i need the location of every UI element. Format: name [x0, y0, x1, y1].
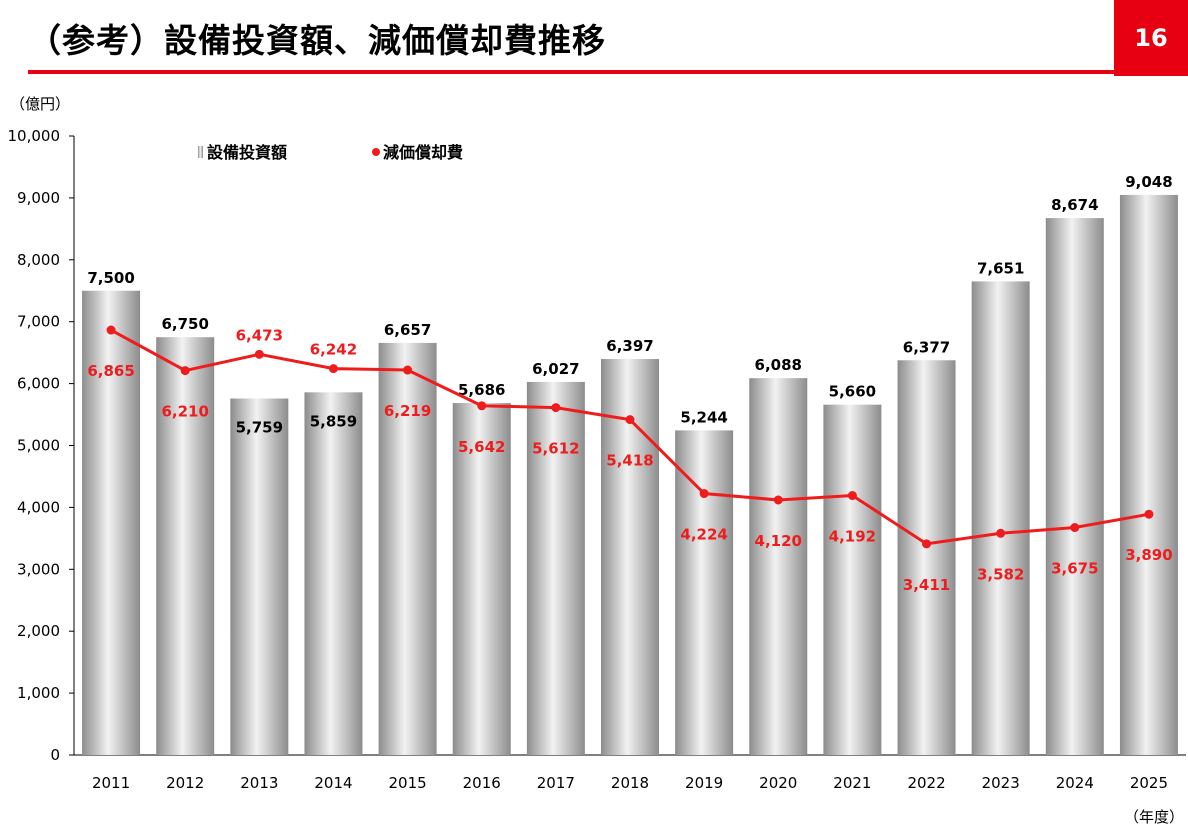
bar — [749, 378, 808, 755]
line-data-label: 3,411 — [903, 576, 950, 594]
x-tick-label: 2017 — [537, 774, 575, 792]
bar — [1119, 194, 1178, 755]
line-data-label: 6,865 — [87, 362, 134, 380]
line-data-label: 6,473 — [236, 326, 283, 344]
x-tick-label: 2011 — [92, 774, 130, 792]
x-tick-label: 2022 — [907, 774, 945, 792]
line-series: 6,865 6,210 6,473 6,242 6,219 5,642 5,612 5,418… — [87, 325, 1173, 594]
bar-data-label: 6,027 — [532, 360, 579, 378]
line-point — [180, 366, 190, 376]
x-tick-label: 2020 — [759, 774, 797, 792]
line-point — [106, 325, 116, 335]
x-tick-label: 2023 — [982, 774, 1020, 792]
bar-data-label: 7,651 — [977, 259, 1024, 277]
legend: 設備投資額 減価償却費 — [198, 143, 463, 162]
line-point — [403, 365, 413, 375]
bar — [971, 281, 1030, 755]
bar — [452, 403, 511, 755]
line-point — [254, 349, 264, 359]
bar — [378, 342, 437, 755]
bar — [526, 381, 585, 755]
bar — [897, 360, 956, 755]
line-data-label: 6,210 — [161, 403, 208, 421]
x-tick-label: 2021 — [833, 774, 871, 792]
line-data-label: 5,612 — [532, 440, 579, 458]
line-point — [922, 539, 932, 549]
y-tick-label: 8,000 — [17, 251, 60, 269]
bar-data-label: 5,244 — [680, 408, 727, 426]
bar — [675, 430, 734, 755]
page-title: （参考）設備投資額、減価償却費推移 — [28, 21, 606, 60]
legend-line-marker — [372, 148, 380, 156]
line-data-label: 4,192 — [829, 528, 876, 546]
line-data-label: 5,418 — [606, 452, 653, 470]
y-unit-label: （億円） — [10, 95, 70, 113]
line-point — [1070, 523, 1080, 533]
line-point — [1144, 509, 1154, 519]
bar — [1045, 218, 1104, 755]
x-tick-label: 2025 — [1130, 774, 1168, 792]
line-point — [699, 489, 709, 499]
x-tick-label: 2015 — [389, 774, 427, 792]
y-tick-label: 7,000 — [17, 313, 60, 331]
line-data-label: 4,120 — [755, 532, 802, 550]
bar-data-label: 5,859 — [310, 412, 357, 430]
line-data-label: 3,675 — [1051, 560, 1098, 578]
page-number-badge: 16 — [1114, 0, 1188, 76]
y-tick-label: 5,000 — [17, 437, 60, 455]
bar-data-label: 6,397 — [606, 337, 653, 355]
legend-bar-swatch — [198, 146, 203, 158]
bar-data-label: 6,088 — [755, 356, 802, 374]
y-tick-label: 2,000 — [17, 622, 60, 640]
line-data-label: 6,242 — [310, 341, 357, 359]
y-tick-label: 3,000 — [17, 560, 60, 578]
bar-data-label: 9,048 — [1125, 173, 1172, 191]
bar-data-label: 5,759 — [236, 419, 283, 437]
bar-series: 7,500 6,750 5,759 5,859 6,657 5,686 6,027 6,397… — [82, 173, 1178, 755]
line-data-label: 3,890 — [1125, 546, 1172, 564]
x-tick-label: 2018 — [611, 774, 649, 792]
x-tick-label: 2024 — [1056, 774, 1094, 792]
y-tick-label: 0 — [50, 746, 60, 764]
legend-line-label: 減価償却費 — [383, 143, 463, 162]
line-data-label: 5,642 — [458, 438, 505, 456]
x-tick-label: 2019 — [685, 774, 723, 792]
bar-data-label: 6,657 — [384, 321, 431, 339]
y-tick-label: 6,000 — [17, 375, 60, 393]
x-tick-label: 2013 — [240, 774, 278, 792]
bar — [601, 359, 659, 755]
y-tick-label: 4,000 — [17, 498, 60, 516]
line-point — [477, 401, 487, 411]
x-unit-label: （年度） — [1124, 808, 1184, 826]
bar-data-label: 6,750 — [161, 315, 208, 333]
line-data-label: 6,219 — [384, 402, 431, 420]
bar — [156, 337, 215, 755]
bar — [823, 404, 882, 755]
bar-data-label: 5,660 — [829, 383, 876, 401]
y-tick-label: 9,000 — [17, 189, 60, 207]
bar-data-label: 5,686 — [458, 381, 505, 399]
bar — [230, 398, 289, 755]
line-point — [551, 403, 561, 413]
legend-bar-label: 設備投資額 — [207, 143, 287, 162]
y-tick-label: 1,000 — [17, 684, 60, 702]
x-tick-label: 2016 — [463, 774, 501, 792]
title-underline — [28, 70, 1114, 74]
x-tick-label: 2014 — [314, 774, 352, 792]
bar-data-label: 6,377 — [903, 338, 950, 356]
bar — [304, 392, 363, 755]
line-data-label: 4,224 — [680, 526, 727, 544]
y-tick-label: 10,000 — [8, 127, 61, 145]
bar — [82, 290, 141, 755]
bar-data-label: 8,674 — [1051, 196, 1098, 214]
line-point — [328, 364, 338, 374]
line-point — [996, 528, 1006, 538]
bar-data-label: 7,500 — [87, 269, 134, 287]
line-point — [625, 415, 635, 425]
line-point — [773, 495, 783, 505]
line-point — [847, 491, 857, 501]
line-data-label: 3,582 — [977, 565, 1024, 583]
x-tick-label: 2012 — [166, 774, 204, 792]
